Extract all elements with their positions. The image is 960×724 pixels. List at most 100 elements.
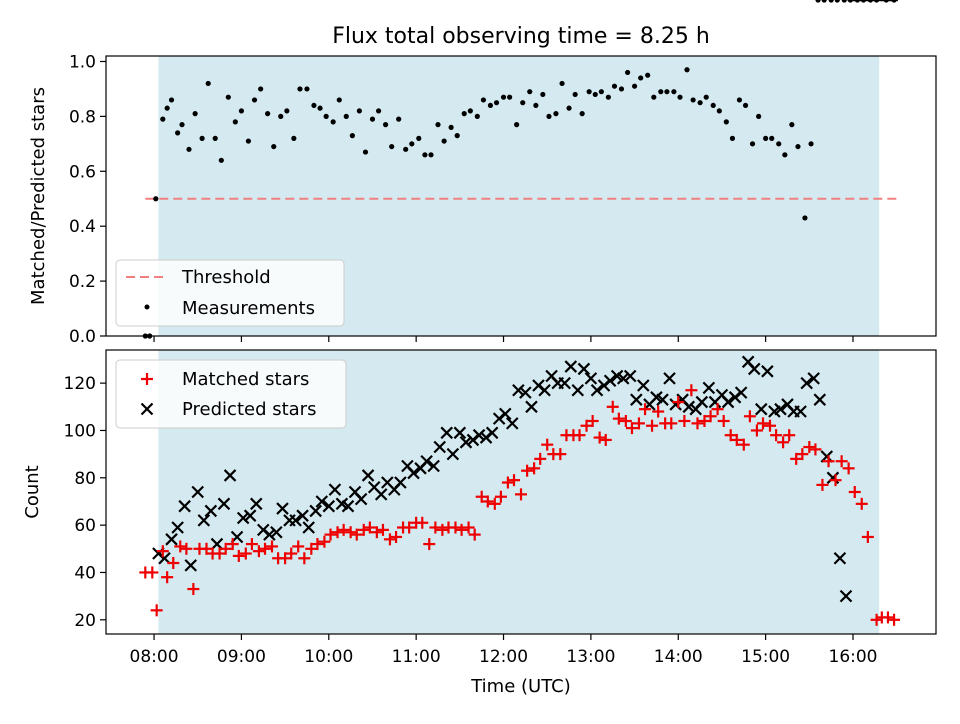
bottom-plot-frame bbox=[105, 349, 937, 635]
bottom-legend: Matched stars Predicted stars bbox=[115, 359, 347, 429]
measurement-point bbox=[559, 80, 565, 87]
measurement-point bbox=[677, 94, 683, 100]
matched-star-point bbox=[777, 436, 790, 449]
predicted-star-point bbox=[171, 521, 184, 534]
measurement-point bbox=[396, 116, 402, 122]
matched-star-point bbox=[390, 530, 403, 543]
predicted-star-point bbox=[420, 454, 433, 468]
predicted-star-point bbox=[656, 393, 669, 406]
matched-star-point bbox=[266, 540, 278, 553]
measurement-point bbox=[651, 94, 657, 100]
matched-star-point bbox=[861, 530, 874, 543]
matched-star-point bbox=[764, 419, 776, 432]
bottom-x-tick-label: 12:00 bbox=[479, 647, 528, 667]
matched-star-point bbox=[842, 462, 855, 475]
measurement-point bbox=[802, 215, 808, 221]
bottom-legend-box bbox=[115, 359, 347, 429]
measurement-point bbox=[697, 100, 703, 106]
predicted-star-point bbox=[695, 395, 709, 409]
predicted-star-point bbox=[204, 504, 218, 518]
top-legend: Threshold Measurements bbox=[115, 259, 345, 327]
measurement-point bbox=[160, 116, 166, 122]
matched-star-point bbox=[219, 542, 232, 555]
matched-star-point bbox=[174, 540, 187, 553]
measurement-point bbox=[553, 111, 559, 117]
measurement-point bbox=[336, 97, 342, 103]
matched-stars-series bbox=[139, 384, 901, 626]
measurement-point bbox=[323, 113, 329, 119]
matched-star-point bbox=[200, 542, 213, 555]
matched-star-point bbox=[337, 523, 350, 536]
measurement-point bbox=[638, 75, 644, 81]
predicted-star-point bbox=[538, 383, 551, 397]
measurement-point bbox=[493, 100, 500, 106]
predicted-star-point bbox=[191, 485, 205, 499]
measurement-point bbox=[834, 0, 840, 3]
measurement-point bbox=[572, 91, 578, 98]
predicted-stars-series bbox=[152, 0, 898, 603]
predicted-star-point bbox=[341, 499, 355, 513]
measurement-point bbox=[500, 94, 507, 100]
matched-star-point bbox=[298, 552, 311, 565]
matched-star-point bbox=[521, 464, 534, 477]
measurement-point bbox=[369, 116, 376, 122]
measurement-point bbox=[763, 135, 769, 141]
matched-star-point bbox=[515, 488, 527, 501]
matched-star-point bbox=[331, 526, 344, 539]
predicted-star-point bbox=[197, 514, 211, 527]
matched-star-point bbox=[534, 452, 547, 465]
measurement-point bbox=[710, 102, 716, 109]
predicted-star-point bbox=[564, 360, 578, 373]
predicted-star-point bbox=[276, 502, 289, 515]
matched-star-point bbox=[796, 448, 809, 461]
matched-star-point bbox=[586, 415, 599, 427]
legend-predicted-swatch bbox=[140, 402, 154, 416]
top-plot-frame bbox=[105, 55, 937, 337]
measurement-point bbox=[729, 135, 736, 141]
legend-predicted-label: Predicted stars bbox=[182, 399, 316, 420]
matched-star-point bbox=[698, 415, 711, 427]
bottom-x-tick-label: 08:00 bbox=[130, 647, 179, 667]
measurement-point bbox=[232, 119, 238, 125]
predicted-star-point bbox=[754, 402, 768, 416]
measurement-point bbox=[703, 94, 709, 100]
measurement-point bbox=[487, 102, 494, 109]
measurement-point bbox=[356, 108, 362, 114]
predicted-star-point bbox=[663, 372, 676, 385]
predicted-star-point bbox=[184, 559, 198, 572]
bottom-x-tick-label: 09:00 bbox=[217, 647, 266, 667]
measurement-point bbox=[175, 130, 181, 136]
matched-star-point bbox=[324, 528, 337, 541]
matched-star-point bbox=[423, 538, 436, 551]
predicted-star-point bbox=[603, 374, 617, 388]
measurement-point bbox=[278, 113, 284, 119]
predicted-star-point bbox=[453, 426, 467, 440]
predicted-star-point bbox=[459, 436, 473, 449]
matched-star-point bbox=[770, 429, 783, 442]
matched-star-point bbox=[501, 476, 514, 489]
matched-star-point bbox=[816, 478, 829, 491]
matched-star-point bbox=[357, 523, 370, 536]
measurement-point bbox=[330, 119, 336, 125]
measurement-point bbox=[828, 0, 834, 3]
measurement-point bbox=[756, 113, 762, 119]
measurement-point bbox=[618, 86, 625, 92]
predicted-star-point bbox=[761, 365, 774, 378]
bottom-x-tick-label: 13:00 bbox=[566, 647, 615, 667]
matched-star-point bbox=[704, 410, 717, 423]
measurement-point bbox=[291, 135, 297, 141]
measurement-point bbox=[179, 122, 185, 128]
matched-star-point bbox=[475, 490, 488, 503]
matched-star-point bbox=[711, 403, 724, 416]
measurement-point bbox=[723, 119, 729, 125]
measurement-point bbox=[782, 152, 788, 158]
predicted-star-point bbox=[584, 372, 598, 385]
predicted-star-point bbox=[296, 509, 309, 522]
matched-star-point bbox=[429, 521, 442, 534]
matched-star-point bbox=[646, 419, 659, 432]
predicted-star-point bbox=[734, 386, 748, 399]
predicted-star-point bbox=[630, 393, 643, 406]
predicted-star-point bbox=[328, 483, 342, 496]
matched-star-point bbox=[541, 438, 554, 451]
measurement-point bbox=[461, 111, 467, 117]
